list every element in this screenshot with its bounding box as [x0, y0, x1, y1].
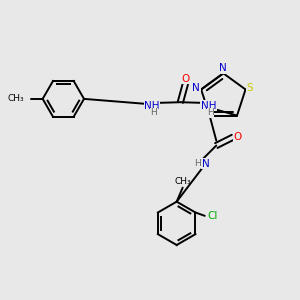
Text: NH: NH — [144, 100, 160, 110]
Text: H: H — [207, 108, 214, 117]
Text: Cl: Cl — [208, 211, 218, 221]
Text: NH: NH — [201, 100, 217, 110]
Text: N: N — [192, 83, 200, 93]
Text: N: N — [202, 159, 209, 169]
Text: N: N — [220, 63, 227, 73]
Text: S: S — [246, 83, 253, 93]
Text: CH₃: CH₃ — [8, 94, 24, 103]
Text: O: O — [234, 132, 242, 142]
Text: H: H — [150, 108, 157, 117]
Text: H: H — [195, 159, 201, 168]
Text: O: O — [181, 74, 190, 84]
Text: CH₃: CH₃ — [174, 177, 191, 186]
